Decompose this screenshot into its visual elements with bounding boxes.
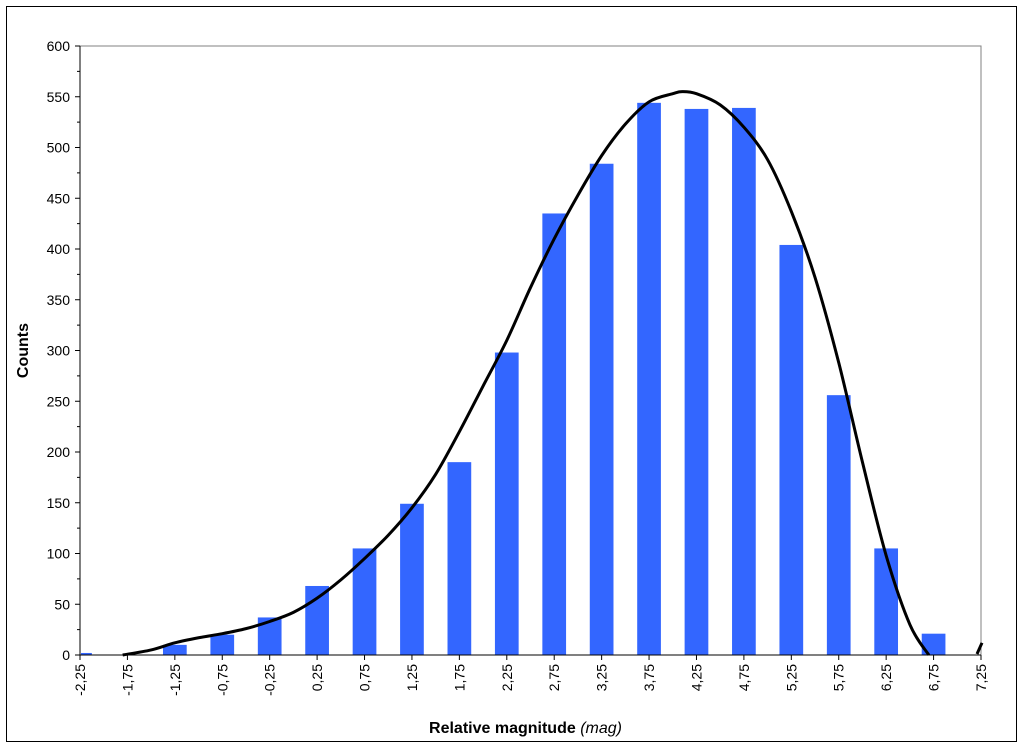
- x-tick-label: 6,75: [926, 664, 942, 691]
- y-axis: 0 50 100 150 200 250 300 350 400 450 500 550 600: [47, 38, 81, 663]
- x-tick-label: 7,25: [973, 664, 989, 691]
- bar: [210, 634, 235, 655]
- x-tick-label: -1,25: [167, 664, 183, 696]
- x-axis: -2,25 -1,75 -1,25 -0,75 -0,25 0,25 0,75 1,25 1,7…: [72, 654, 989, 696]
- x-axis-title-text: Relative magnitude: [429, 720, 576, 737]
- bar: [352, 548, 377, 655]
- y-tick-label: 300: [47, 343, 71, 359]
- bars-group: [81, 102, 946, 656]
- bar: [494, 352, 519, 655]
- x-tick-label: 3,75: [641, 664, 657, 691]
- y-tick-label: 150: [47, 495, 71, 511]
- y-tick-label: 600: [47, 38, 71, 54]
- bar: [81, 652, 92, 655]
- bar: [589, 163, 614, 656]
- y-axis-title: Counts: [15, 323, 32, 378]
- bar: [732, 107, 756, 656]
- bar: [447, 462, 472, 655]
- x-tick-label: -0,25: [262, 664, 278, 696]
- y-tick-label: 200: [47, 444, 71, 460]
- bar: [921, 633, 946, 655]
- x-tick-label: 5,75: [831, 664, 847, 691]
- bar: [162, 644, 187, 655]
- fit-curve-group: [122, 90, 984, 657]
- x-tick-label: 2,75: [546, 664, 562, 691]
- y-tick-label: 250: [47, 393, 71, 409]
- x-tick-label: 1,25: [404, 664, 420, 691]
- bar: [684, 108, 709, 656]
- x-axis-unit: (mag): [580, 720, 622, 737]
- y-tick-label: 100: [47, 546, 71, 562]
- x-tick-label: 0,75: [357, 664, 373, 691]
- bar: [542, 213, 567, 655]
- bar: [400, 503, 424, 655]
- bar: [305, 585, 329, 655]
- x-tick-label: 4,75: [736, 664, 752, 691]
- y-tick-label: 550: [47, 89, 71, 105]
- fit-curve-edge: [975, 642, 984, 655]
- x-tick-label: -1,75: [119, 664, 135, 696]
- bar: [257, 617, 282, 655]
- bar: [779, 244, 804, 655]
- bar: [826, 395, 851, 655]
- x-tick-label: 0,25: [309, 664, 325, 691]
- x-tick-label: 2,25: [499, 664, 515, 691]
- y-tick-label: 350: [47, 292, 71, 308]
- x-tick-label: -0,75: [214, 664, 230, 696]
- x-tick-label: 5,25: [783, 664, 799, 691]
- x-tick-label: 6,25: [878, 664, 894, 691]
- x-tick-label: 3,25: [594, 664, 610, 691]
- x-tick-label: 1,75: [451, 664, 467, 691]
- bar: [874, 548, 899, 655]
- x-tick-label: 4,25: [688, 664, 704, 691]
- y-tick-label: 400: [47, 241, 71, 257]
- x-tick-label: -2,25: [72, 664, 88, 696]
- y-tick-label: 0: [62, 647, 70, 663]
- y-tick-label: 50: [54, 596, 70, 612]
- fit-curve-line: [122, 90, 931, 657]
- x-axis-title: Relative magnitude (mag): [429, 720, 622, 737]
- y-tick-label: 500: [47, 140, 71, 156]
- bar: [637, 102, 661, 656]
- y-tick-label: 450: [47, 190, 71, 206]
